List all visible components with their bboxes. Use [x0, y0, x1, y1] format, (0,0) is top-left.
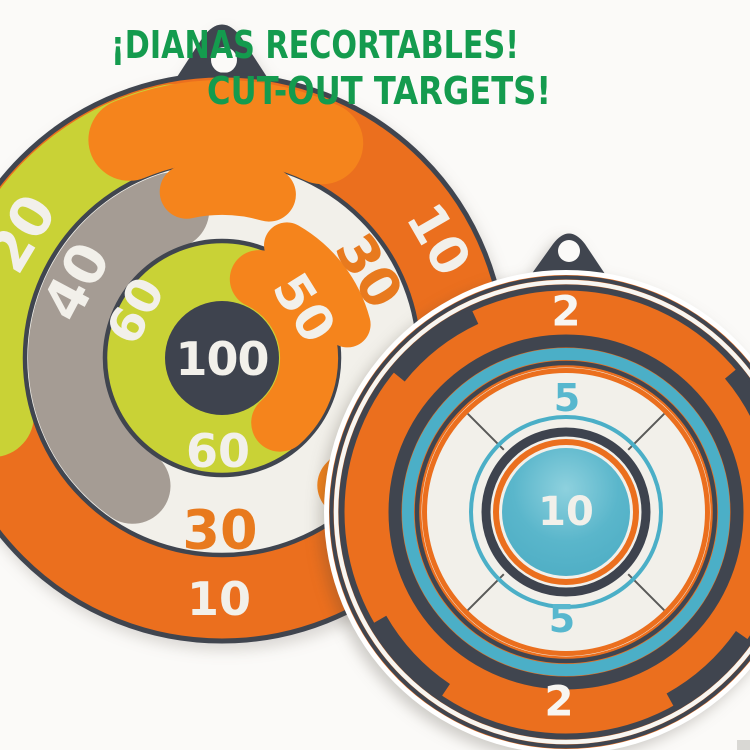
headline-line2-english: CUT-OUT TARGETS!: [207, 69, 551, 113]
right-target-center-orange-ring: [493, 439, 639, 585]
right-target-edge-line: [329, 275, 750, 749]
left-target-orange-blob-50: [264, 222, 371, 348]
left-target-bullseye: [165, 301, 279, 415]
left-target-gray-blob: [28, 172, 210, 524]
right-target-notch-top-left: [391, 308, 479, 382]
right-target-score-10-center: 10: [538, 489, 594, 535]
left-target-score-10-bottom: 10: [187, 572, 251, 626]
right-target-score-2-bottom: 2: [544, 677, 573, 726]
left-target-orange-blob-inner: [229, 250, 339, 452]
right-target-center-dark-ring: [481, 427, 651, 597]
right-target: 2 5 10 5 2: [324, 233, 750, 750]
right-target-rim: [338, 284, 750, 740]
right-target-notch-bottom-right: [666, 630, 750, 709]
right-target-notch-right: [724, 367, 750, 417]
right-target-teal-circle: [469, 415, 663, 609]
headline: ¡DIANAS RECORTABLES! CUT-OUT TARGETS!: [111, 23, 551, 113]
right-target-thin-orange-ring: [422, 368, 710, 656]
left-target-hang-hole: [211, 47, 237, 73]
right-target-notch-bottom-left: [371, 615, 451, 699]
headline-line1-spanish: ¡DIANAS RECORTABLES!: [111, 23, 519, 67]
left-target-score-30-bottom: 30: [182, 499, 257, 562]
left-target-score-100: 100: [175, 332, 268, 386]
right-target-bullseye: [502, 448, 630, 576]
right-target-pinstripe: [333, 279, 750, 745]
right-target-thin-dark-ring: [414, 360, 718, 664]
right-target-hang-hole: [558, 240, 580, 262]
right-target-score-5-top: 5: [554, 376, 580, 420]
right-target-score-5-bottom: 5: [549, 597, 575, 641]
left-target-orange-blob-top: [88, 80, 364, 185]
right-target-dark-band: [388, 334, 744, 690]
right-target-score-2-top: 2: [551, 287, 580, 336]
left-target-score-60-bottom: 60: [186, 424, 250, 478]
corner-gray-patch: [737, 740, 750, 750]
right-target-teal-band: [402, 348, 730, 676]
left-target-orange-dip-top: [159, 161, 296, 222]
